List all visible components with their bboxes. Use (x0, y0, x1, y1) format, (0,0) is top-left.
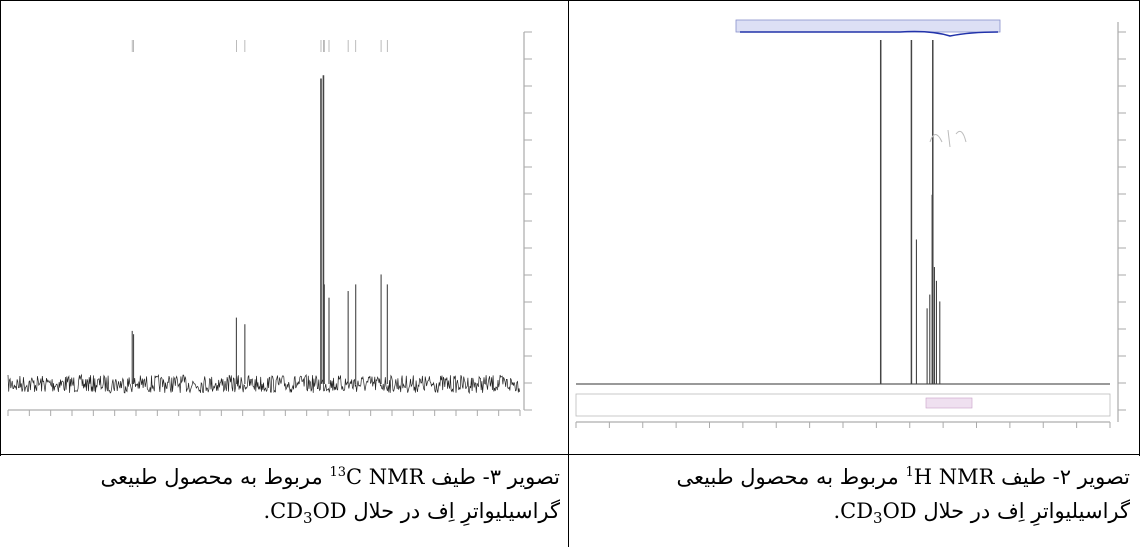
isotope-symbol: H (913, 465, 933, 489)
figure-2-caption: تصویر ۲- طیف 1H NMR مربوط به محصول طبیعی… (578, 460, 1130, 528)
h1-nmr-spectrum (570, 2, 1138, 452)
table-border-top (0, 0, 1140, 1)
caption-period: . (263, 499, 271, 523)
solvent-main: CD (840, 499, 874, 523)
solvent-main: CD (270, 499, 304, 523)
caption-suffix: مربوط به محصول طبیعی (100, 465, 323, 489)
caption-solvent: CD3OD (270, 499, 347, 526)
figure-3-caption: تصویر ۳- طیف 13C NMR مربوط به محصول طبیع… (8, 460, 560, 528)
solvent-subscript: 3 (303, 509, 313, 528)
caption-solvent: CD3OD (840, 499, 917, 526)
solvent-end: OD (312, 499, 347, 523)
isotope-symbol: C (345, 465, 363, 489)
isotope-mass: 13 (329, 465, 346, 480)
caption-nucleus: 13C NMR (329, 465, 424, 489)
c13-nmr-spectrum (2, 2, 566, 452)
table-border-left (0, 0, 1, 456)
caption-suffix: مربوط به محصول طبیعی (676, 465, 899, 489)
caption-technique: NMR (938, 465, 995, 489)
table-border-middle (568, 0, 569, 547)
h1-nmr-spectrum-plot (575, 19, 1126, 428)
caption-line-2: گراسیلیواترِ اِف در حلال CD3OD. (578, 494, 1130, 528)
caption-line-1: تصویر ۲- طیف 1H NMR مربوط به محصول طبیعی (578, 460, 1130, 494)
caption-line-1: تصویر ۳- طیف 13C NMR مربوط به محصول طبیع… (8, 460, 560, 494)
table-border-row (0, 454, 1140, 455)
caption-line2-text: گراسیلیواترِ اِف در حلال (353, 499, 560, 523)
caption-technique: NMR (368, 465, 425, 489)
h1-integral-frame (575, 393, 1111, 417)
h1-faint-annotation (929, 129, 967, 148)
caption-prefix: تصویر ۲- طیف (1001, 465, 1130, 489)
c13-baseline-noise (7, 373, 521, 395)
caption-period: . (833, 499, 841, 523)
h1-integral-curve (740, 30, 999, 37)
caption-nucleus: 1H NMR (905, 465, 994, 489)
solvent-subscript: 3 (873, 509, 883, 528)
h1-integration-marks (925, 397, 973, 409)
solvent-end: OD (882, 499, 917, 523)
isotope-mass: 1 (905, 465, 914, 480)
caption-line-2: گراسیلیواترِ اِف در حلال CD3OD. (8, 494, 560, 528)
h1-integral-bar (735, 19, 1001, 33)
c13-nmr-spectrum-plot (7, 31, 532, 416)
caption-prefix: تصویر ۳- طیف (431, 465, 560, 489)
caption-line2-text: گراسیلیواترِ اِف در حلال (923, 499, 1130, 523)
